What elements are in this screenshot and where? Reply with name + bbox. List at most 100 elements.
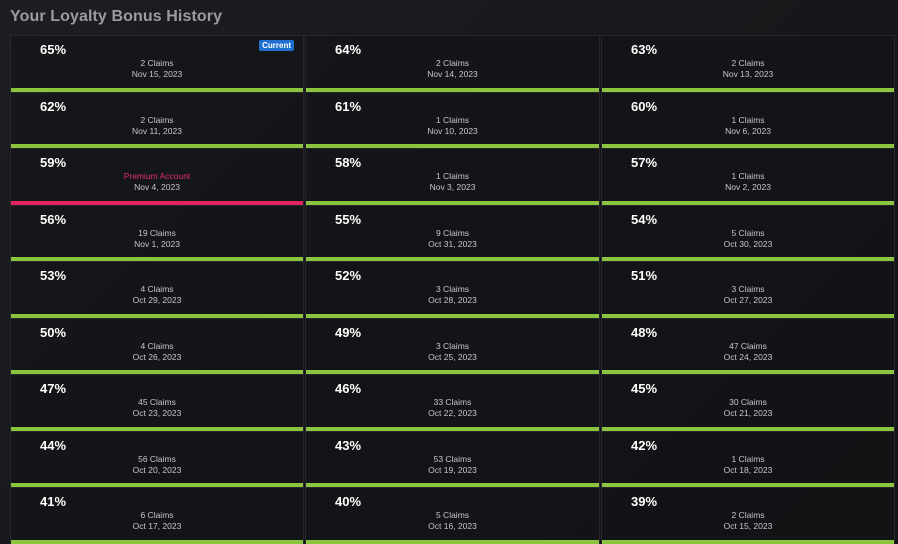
bonus-cell: 52% 3 Claims Oct 28, 2023	[305, 261, 600, 318]
bonus-cell: 47% 45 Claims Oct 23, 2023	[10, 374, 304, 431]
status-bar	[11, 87, 303, 92]
bonus-percent: 59%	[40, 155, 67, 170]
premium-account-label: Premium Account	[123, 171, 191, 181]
bonus-date: Nov 15, 2023	[131, 69, 183, 79]
bonus-date: Oct 18, 2023	[723, 464, 773, 475]
bonus-details: 6 Claims Oct 17, 2023	[11, 510, 303, 532]
bonus-cell: 58% 1 Claims Nov 3, 2023	[305, 148, 600, 205]
bonus-details: 2 Claims Nov 11, 2023	[11, 115, 303, 137]
claims-count: 3 Claims	[435, 340, 470, 351]
claims-count: 2 Claims	[140, 114, 174, 125]
bonus-date: Oct 20, 2023	[132, 464, 182, 475]
bonus-percent: 46%	[335, 381, 362, 396]
bonus-details: 53 Claims Oct 19, 2023	[306, 454, 599, 476]
bonus-percent: 56%	[40, 211, 67, 227]
bonus-date: Nov 3, 2023	[429, 182, 476, 192]
bonus-cell: 48% 47 Claims Oct 24, 2023	[601, 317, 895, 374]
bonus-date: Nov 11, 2023	[132, 125, 182, 136]
premium-status-bar	[11, 200, 303, 205]
claims-count: 2 Claims	[435, 58, 470, 68]
claims-count: 6 Claims	[140, 510, 174, 520]
bonus-details: 47 Claims Oct 24, 2023	[602, 341, 894, 363]
bonus-details: 3 Claims Oct 25, 2023	[306, 341, 599, 363]
status-bar	[602, 426, 894, 431]
bonus-date: Oct 24, 2023	[723, 351, 773, 362]
bonus-date: Nov 6, 2023	[725, 125, 771, 136]
bonus-cell: 39% 2 Claims Oct 15, 2023	[601, 487, 895, 544]
bonus-percent: 47%	[40, 381, 67, 396]
status-bar	[11, 483, 303, 487]
bonus-cell: 59% Premium Account Nov 4, 2023	[10, 148, 304, 205]
bonus-details: 2 Claims Oct 15, 2023	[602, 510, 894, 532]
bonus-cell: 45% 30 Claims Oct 21, 2023	[601, 374, 895, 431]
bonus-date: Oct 29, 2023	[132, 295, 182, 305]
bonus-date: Nov 1, 2023	[134, 238, 180, 249]
bonus-cell: 53% 4 Claims Oct 29, 2023	[10, 261, 304, 318]
bonus-details: 5 Claims Oct 30, 2023	[602, 228, 894, 250]
bonus-details: 19 Claims Nov 1, 2023	[11, 228, 303, 250]
status-bar	[602, 87, 894, 92]
claims-count: 1 Claims	[731, 171, 765, 181]
bonus-date: Oct 27, 2023	[723, 295, 773, 305]
bonus-details: 1 Claims Oct 18, 2023	[602, 454, 894, 476]
bonus-cell: 41% 6 Claims Oct 17, 2023	[10, 487, 304, 544]
bonus-date: Oct 16, 2023	[428, 521, 477, 531]
claims-count: 45 Claims	[138, 397, 176, 407]
bonus-cell: 60% 1 Claims Nov 6, 2023	[601, 91, 895, 148]
bonus-percent: 49%	[335, 324, 362, 340]
bonus-cell: 49% 3 Claims Oct 25, 2023	[305, 317, 600, 374]
status-bar	[306, 200, 599, 205]
claims-count: 1 Claims	[435, 114, 470, 125]
status-bar	[11, 144, 303, 148]
claims-count: 2 Claims	[731, 510, 765, 520]
bonus-cell: 57% 1 Claims Nov 2, 2023	[601, 148, 895, 205]
status-bar	[602, 483, 894, 487]
bonus-cell: 44% 56 Claims Oct 20, 2023	[10, 430, 304, 487]
bonus-percent: 50%	[40, 324, 67, 340]
bonus-cell: 54% 5 Claims Oct 30, 2023	[601, 204, 895, 261]
bonus-details: 1 Claims Nov 2, 2023	[602, 171, 894, 193]
claims-count: 33 Claims	[433, 397, 472, 407]
bonus-cell: 61% 1 Claims Nov 10, 2023	[305, 91, 600, 148]
claims-count: 30 Claims	[729, 397, 767, 407]
bonus-details: 1 Claims Nov 10, 2023	[306, 115, 599, 137]
status-bar	[11, 539, 303, 544]
bonus-cell: 64% 2 Claims Nov 14, 2023	[305, 35, 600, 92]
bonus-percent: 52%	[335, 268, 362, 283]
claims-count: 2 Claims	[731, 58, 765, 68]
bonus-percent: 57%	[631, 155, 658, 170]
bonus-date: Nov 14, 2023	[427, 69, 478, 79]
bonus-history-grid: 65% Current 2 Claims Nov 15, 2023 64% 2 Claim…	[10, 35, 895, 544]
bonus-cell: 65% Current 2 Claims Nov 15, 2023	[10, 35, 304, 92]
bonus-percent: 58%	[335, 155, 362, 170]
claims-count: 19 Claims	[138, 227, 176, 238]
bonus-details: 5 Claims Oct 16, 2023	[306, 510, 599, 532]
bonus-percent: 43%	[335, 437, 362, 453]
bonus-date: Nov 4, 2023	[134, 182, 180, 192]
bonus-percent: 44%	[40, 437, 67, 453]
claims-count: 53 Claims	[433, 453, 472, 464]
bonus-date: Oct 15, 2023	[723, 521, 773, 531]
claims-count: 1 Claims	[435, 171, 470, 181]
bonus-details: 3 Claims Oct 28, 2023	[306, 284, 599, 306]
claims-count: 5 Claims	[435, 510, 470, 520]
bonus-percent: 61%	[335, 98, 362, 114]
bonus-details: 56 Claims Oct 20, 2023	[11, 454, 303, 476]
bonus-date: Oct 19, 2023	[428, 464, 477, 475]
status-bar	[306, 370, 599, 374]
status-bar	[306, 313, 599, 318]
bonus-percent: 65%	[40, 42, 67, 57]
bonus-percent: 64%	[335, 42, 362, 57]
status-bar	[602, 200, 894, 205]
bonus-cell: 56% 19 Claims Nov 1, 2023	[10, 204, 304, 261]
bonus-percent: 40%	[335, 494, 362, 509]
status-bar	[602, 144, 894, 148]
status-bar	[602, 313, 894, 318]
bonus-date: Oct 17, 2023	[132, 521, 182, 531]
bonus-details: 2 Claims Nov 14, 2023	[306, 58, 599, 80]
bonus-details: 2 Claims Nov 13, 2023	[602, 58, 894, 80]
bonus-details: 33 Claims Oct 22, 2023	[306, 397, 599, 419]
bonus-percent: 63%	[631, 42, 658, 57]
bonus-date: Oct 31, 2023	[428, 238, 477, 249]
bonus-percent: 60%	[631, 98, 658, 114]
